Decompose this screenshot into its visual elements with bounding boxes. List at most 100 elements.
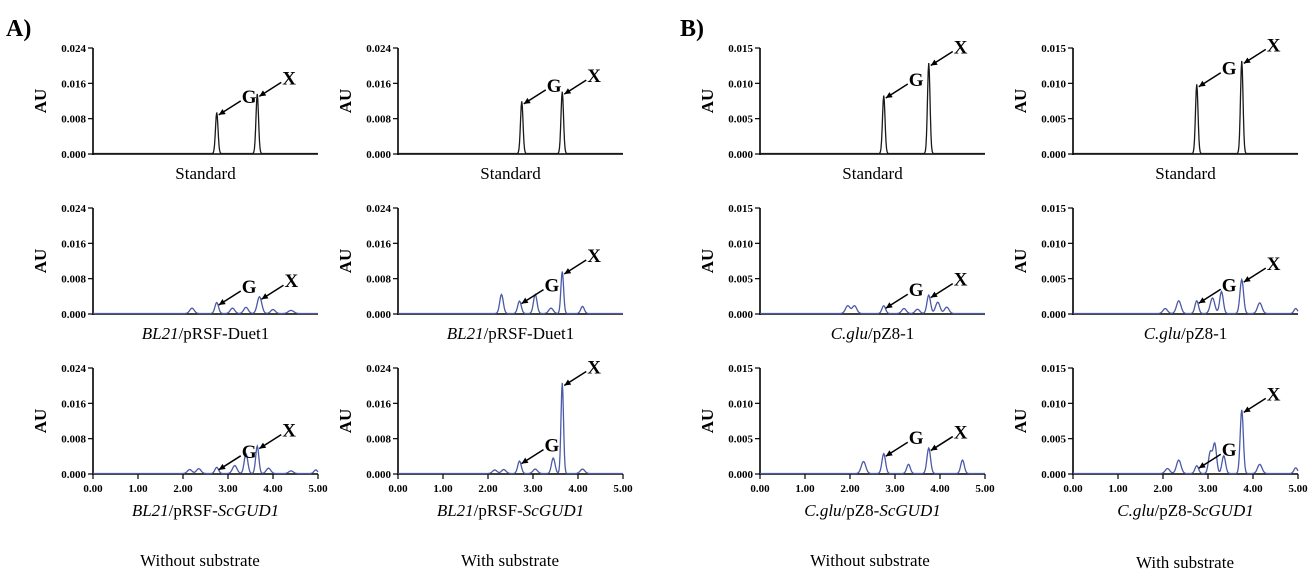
chromatogram-plot: 0.000 0.008 0.016 0.024 AU G X Standard bbox=[336, 43, 623, 183]
arrow-head bbox=[885, 450, 893, 457]
y-tick-label: 0.008 bbox=[366, 274, 391, 286]
y-tick-label: 0.016 bbox=[366, 78, 391, 90]
peak-label: X bbox=[282, 68, 296, 89]
y-tick-label: 0.000 bbox=[61, 149, 86, 161]
y-tick-label: 0.024 bbox=[61, 363, 86, 375]
x-tick-label: 5.00 bbox=[613, 483, 633, 495]
y-axis-label: AU bbox=[698, 89, 717, 114]
peak-label: G bbox=[1222, 440, 1237, 461]
chromatogram-plot: 0.000 0.005 0.010 0.015 AU G X C.glu/pZ8-1 bbox=[1011, 203, 1299, 343]
x-tick-label: 5.00 bbox=[975, 483, 995, 495]
caption-segment: ScGUD1 bbox=[1192, 501, 1253, 520]
y-tick-label: 0.000 bbox=[1041, 149, 1066, 161]
y-axis-label: AU bbox=[336, 409, 355, 434]
caption-segment: /pZ8-1 bbox=[868, 324, 914, 343]
chromatogram-plot: 0.000 0.005 0.010 0.015 AU G X C.glu/pZ8-1 bbox=[698, 203, 985, 343]
arrow-head bbox=[564, 268, 572, 275]
sample-caption: Standard bbox=[175, 164, 236, 183]
caption-segment: C.glu bbox=[831, 324, 868, 343]
peak-label: G bbox=[242, 442, 257, 463]
condition-a-with: With substrate bbox=[461, 551, 559, 570]
y-tick-label: 0.005 bbox=[728, 114, 753, 126]
caption-segment: /pRSF- bbox=[474, 501, 523, 520]
y-tick-label: 0.000 bbox=[1041, 309, 1066, 321]
y-axis-label: AU bbox=[698, 249, 717, 274]
peak-label: X bbox=[587, 246, 601, 267]
caption-segment: /pRSF-Duet1 bbox=[179, 324, 270, 343]
peak-label: G bbox=[545, 276, 560, 297]
peak-label: G bbox=[545, 436, 560, 457]
sample-caption: Standard bbox=[1155, 164, 1216, 183]
sample-caption: BL21/pRSF-ScGUD1 bbox=[437, 501, 584, 520]
chromatogram-plot: 0.000 0.008 0.016 0.024 AU 0.00 1.00 2.00 3.00 4.… bbox=[31, 363, 328, 520]
y-tick-label: 0.015 bbox=[1041, 363, 1066, 375]
chromatogram-trace bbox=[398, 271, 623, 315]
arrow-head bbox=[259, 90, 267, 97]
x-tick-label: 2.00 bbox=[173, 483, 193, 495]
arrow-head bbox=[521, 457, 529, 464]
peak-label: X bbox=[1267, 254, 1281, 275]
y-axis-label: AU bbox=[1011, 89, 1030, 114]
peak-label: X bbox=[587, 66, 601, 87]
peak-label: X bbox=[1267, 35, 1281, 56]
chromatogram-trace bbox=[760, 293, 985, 315]
chromatogram-trace bbox=[398, 91, 623, 155]
y-tick-label: 0.008 bbox=[366, 114, 391, 126]
y-tick-label: 0.024 bbox=[366, 203, 391, 215]
peak-label: X bbox=[1267, 384, 1281, 405]
y-tick-label: 0.000 bbox=[366, 149, 391, 161]
x-tick-label: 2.00 bbox=[478, 483, 498, 495]
arrow-head bbox=[1243, 57, 1251, 64]
caption-segment: /pZ8- bbox=[1155, 501, 1193, 520]
caption-segment: Standard bbox=[1155, 164, 1216, 183]
y-tick-label: 0.024 bbox=[366, 363, 391, 375]
x-tick-label: 1.00 bbox=[128, 483, 148, 495]
chromatogram-plot: 0.000 0.008 0.016 0.024 AU 0.00 1.00 2.00 3.00 4.… bbox=[336, 357, 633, 520]
arrow-head bbox=[521, 297, 529, 304]
x-tick-label: 1.00 bbox=[795, 483, 815, 495]
y-tick-label: 0.000 bbox=[366, 469, 391, 481]
y-axis-label: AU bbox=[336, 249, 355, 274]
chromatogram-plot: 0.000 0.005 0.010 0.015 AU G X Standard bbox=[698, 38, 985, 183]
arrow-head bbox=[218, 299, 226, 305]
y-tick-label: 0.008 bbox=[61, 434, 86, 446]
y-tick-label: 0.015 bbox=[728, 43, 753, 55]
peak-label: G bbox=[242, 87, 257, 108]
x-tick-label: 5.00 bbox=[308, 483, 328, 495]
y-tick-label: 0.010 bbox=[1041, 398, 1066, 410]
condition-a-without: Without substrate bbox=[140, 551, 260, 570]
caption-segment: C.glu bbox=[804, 501, 841, 520]
caption-segment: C.glu bbox=[1144, 324, 1181, 343]
chromatogram-trace bbox=[1073, 60, 1298, 155]
sample-caption: C.glu/pZ8-1 bbox=[1144, 324, 1228, 343]
y-tick-label: 0.016 bbox=[61, 238, 86, 250]
caption-segment: /pZ8-1 bbox=[1181, 324, 1227, 343]
arrow-head bbox=[885, 92, 893, 99]
x-tick-label: 0.00 bbox=[750, 483, 770, 495]
y-tick-label: 0.000 bbox=[728, 149, 753, 161]
y-tick-label: 0.010 bbox=[1041, 78, 1066, 90]
caption-segment: ScGUD1 bbox=[879, 501, 940, 520]
y-tick-label: 0.000 bbox=[61, 309, 86, 321]
arrow-head bbox=[218, 463, 226, 470]
x-tick-label: 4.00 bbox=[568, 483, 588, 495]
y-tick-label: 0.005 bbox=[1041, 274, 1066, 286]
y-tick-label: 0.015 bbox=[728, 363, 753, 375]
y-axis-label: AU bbox=[31, 249, 50, 274]
caption-segment: Standard bbox=[480, 164, 541, 183]
sample-caption: BL21/pRSF-Duet1 bbox=[447, 324, 575, 343]
y-tick-label: 0.015 bbox=[1041, 43, 1066, 55]
y-tick-label: 0.000 bbox=[728, 309, 753, 321]
arrow-head bbox=[1198, 462, 1206, 469]
caption-segment: Standard bbox=[175, 164, 236, 183]
peak-label: G bbox=[242, 277, 257, 298]
y-tick-label: 0.008 bbox=[366, 434, 391, 446]
arrow-head bbox=[564, 379, 572, 386]
y-tick-label: 0.016 bbox=[366, 398, 391, 410]
y-tick-label: 0.005 bbox=[728, 434, 753, 446]
condition-b-without: Without substrate bbox=[810, 551, 930, 570]
arrow-head bbox=[885, 302, 893, 309]
y-tick-label: 0.024 bbox=[366, 43, 391, 55]
x-tick-label: 0.00 bbox=[388, 483, 408, 495]
